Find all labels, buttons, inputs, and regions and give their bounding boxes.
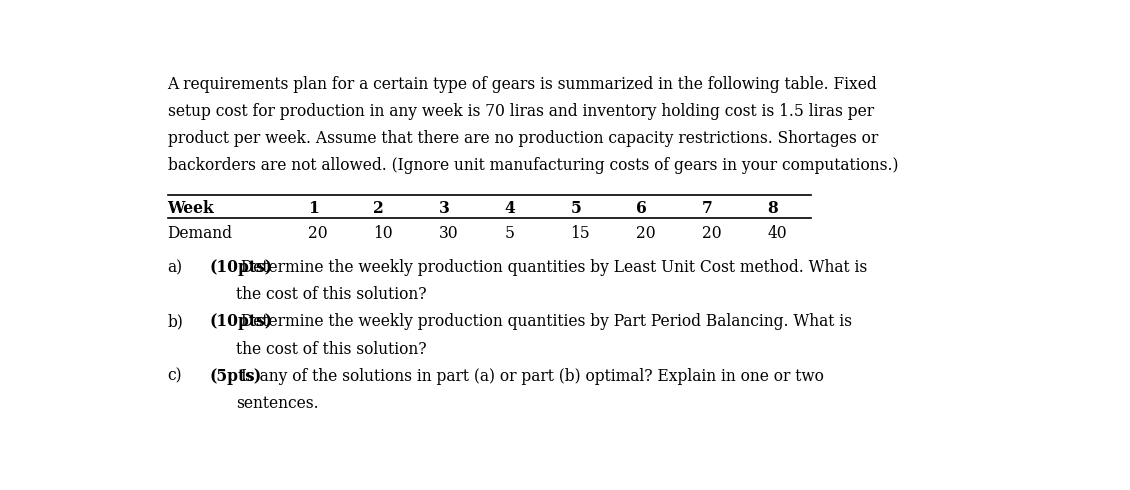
Text: 20: 20 [702, 225, 721, 242]
Text: 2: 2 [373, 199, 384, 217]
Text: (10pts): (10pts) [209, 259, 272, 276]
Text: backorders are not allowed. (Ignore unit manufacturing costs of gears in your co: backorders are not allowed. (Ignore unit… [167, 157, 898, 174]
Text: 20: 20 [636, 225, 655, 242]
Text: the cost of this solution?: the cost of this solution? [236, 286, 426, 303]
Text: Is any of the solutions in part (a) or part (b) optimal? Explain in one or two: Is any of the solutions in part (a) or p… [236, 368, 824, 385]
Text: sentences.: sentences. [236, 395, 319, 412]
Text: 30: 30 [438, 225, 459, 242]
Text: 8: 8 [767, 199, 779, 217]
Text: 7: 7 [702, 199, 713, 217]
Text: 15: 15 [571, 225, 590, 242]
Text: a): a) [167, 259, 183, 276]
Text: 3: 3 [438, 199, 450, 217]
Text: product per week. Assume that there are no production capacity restrictions. Sho: product per week. Assume that there are … [167, 130, 878, 147]
Text: 20: 20 [307, 225, 328, 242]
Text: 10: 10 [373, 225, 393, 242]
Text: the cost of this solution?: the cost of this solution? [236, 341, 426, 358]
Text: (5pts): (5pts) [209, 368, 262, 385]
Text: (10pts): (10pts) [209, 314, 272, 330]
Text: Determine the weekly production quantities by Least Unit Cost method. What is: Determine the weekly production quantiti… [236, 259, 867, 276]
Text: 6: 6 [636, 199, 646, 217]
Text: Determine the weekly production quantities by Part Period Balancing. What is: Determine the weekly production quantiti… [236, 314, 852, 330]
Text: c): c) [167, 368, 182, 385]
Text: 5: 5 [505, 225, 514, 242]
Text: 4: 4 [505, 199, 515, 217]
Text: b): b) [167, 314, 183, 330]
Text: A requirements plan for a certain type of gears is summarized in the following t: A requirements plan for a certain type o… [167, 76, 877, 93]
Text: 40: 40 [767, 225, 786, 242]
Text: 5: 5 [571, 199, 581, 217]
Text: setup cost for production in any week is 70 liras and inventory holding cost is : setup cost for production in any week is… [167, 103, 873, 120]
Text: Week: Week [167, 199, 215, 217]
Text: Demand: Demand [167, 225, 233, 242]
Text: 1: 1 [307, 199, 319, 217]
